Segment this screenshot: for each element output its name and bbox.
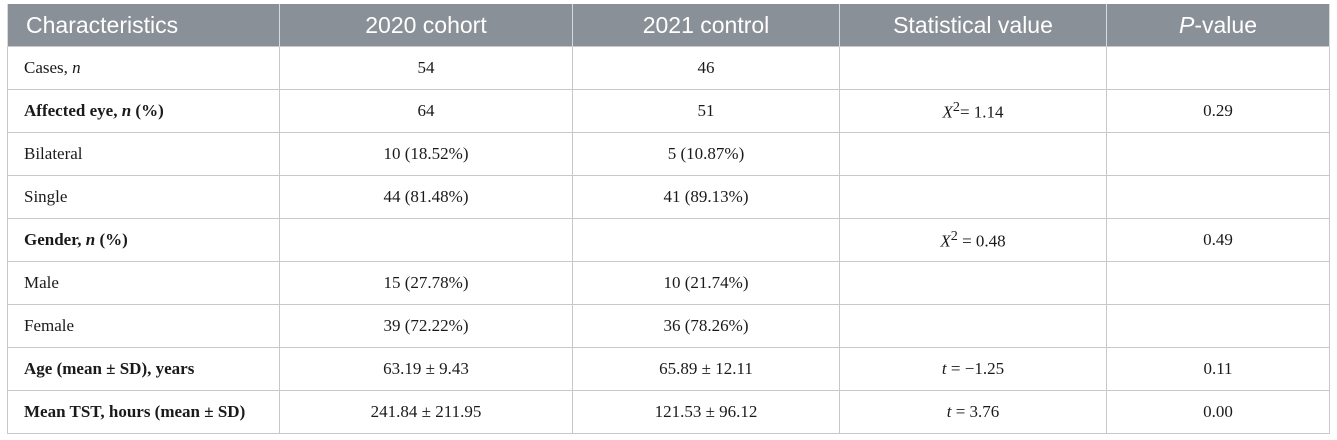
- cell-2020: 241.84 ± 211.95: [279, 390, 573, 434]
- row-label: Bilateral: [7, 132, 280, 176]
- characteristics-table: Characteristics 2020 cohort 2021 control…: [7, 4, 1330, 434]
- header-statistical-value: Statistical value: [839, 4, 1107, 47]
- cell-2021: 51: [572, 89, 840, 133]
- cell-stat: [839, 46, 1107, 90]
- header-2020-cohort: 2020 cohort: [279, 4, 573, 47]
- header-p-value: P-value: [1106, 4, 1330, 47]
- table-row: Bilateral 10 (18.52%) 5 (10.87%): [7, 132, 1330, 176]
- cell-2021: 41 (89.13%): [572, 175, 840, 219]
- cell-p: 0.00: [1106, 390, 1330, 434]
- cell-p: 0.11: [1106, 347, 1330, 391]
- cell-stat: [839, 261, 1107, 305]
- cell-p: 0.29: [1106, 89, 1330, 133]
- cell-2021: [572, 218, 840, 262]
- cell-stat: t = 3.76: [839, 390, 1107, 434]
- cell-2020: [279, 218, 573, 262]
- cell-stat: [839, 304, 1107, 348]
- header-characteristics: Characteristics: [7, 4, 280, 47]
- row-label: Single: [7, 175, 280, 219]
- cell-stat: t = −1.25: [839, 347, 1107, 391]
- table-row: Male 15 (27.78%) 10 (21.74%): [7, 261, 1330, 305]
- table-row: Cases, n 54 46: [7, 46, 1330, 90]
- header-2021-control: 2021 control: [572, 4, 840, 47]
- cell-stat: X2= 1.14: [839, 89, 1107, 133]
- cell-2021: 10 (21.74%): [572, 261, 840, 305]
- cell-2021: 36 (78.26%): [572, 304, 840, 348]
- table-row: Single 44 (81.48%) 41 (89.13%): [7, 175, 1330, 219]
- cell-2020: 54: [279, 46, 573, 90]
- cell-2021: 5 (10.87%): [572, 132, 840, 176]
- cell-2020: 63.19 ± 9.43: [279, 347, 573, 391]
- cell-2020: 15 (27.78%): [279, 261, 573, 305]
- cell-2021: 65.89 ± 12.11: [572, 347, 840, 391]
- cell-2020: 10 (18.52%): [279, 132, 573, 176]
- table-row: Gender, n (%) X2 = 0.48 0.49: [7, 218, 1330, 262]
- row-label: Age (mean ± SD), years: [7, 347, 280, 391]
- cell-2021: 46: [572, 46, 840, 90]
- cell-2020: 64: [279, 89, 573, 133]
- cell-p: [1106, 261, 1330, 305]
- header-row: Characteristics 2020 cohort 2021 control…: [7, 4, 1330, 47]
- row-label: Female: [7, 304, 280, 348]
- cell-2020: 39 (72.22%): [279, 304, 573, 348]
- cell-p: [1106, 304, 1330, 348]
- cell-p: 0.49: [1106, 218, 1330, 262]
- table-row: Age (mean ± SD), years 63.19 ± 9.43 65.8…: [7, 347, 1330, 391]
- row-label: Affected eye, n (%): [7, 89, 280, 133]
- row-label: Male: [7, 261, 280, 305]
- row-label: Gender, n (%): [7, 218, 280, 262]
- cell-p: [1106, 175, 1330, 219]
- cell-stat: [839, 132, 1107, 176]
- cell-stat: [839, 175, 1107, 219]
- row-label: Mean TST, hours (mean ± SD): [7, 390, 280, 434]
- table-row: Female 39 (72.22%) 36 (78.26%): [7, 304, 1330, 348]
- cell-stat: X2 = 0.48: [839, 218, 1107, 262]
- cell-p: [1106, 132, 1330, 176]
- cell-2020: 44 (81.48%): [279, 175, 573, 219]
- cell-2021: 121.53 ± 96.12: [572, 390, 840, 434]
- row-label: Cases, n: [7, 46, 280, 90]
- cell-p: [1106, 46, 1330, 90]
- table-row: Affected eye, n (%) 64 51 X2= 1.14 0.29: [7, 89, 1330, 133]
- table-row: Mean TST, hours (mean ± SD) 241.84 ± 211…: [7, 390, 1330, 434]
